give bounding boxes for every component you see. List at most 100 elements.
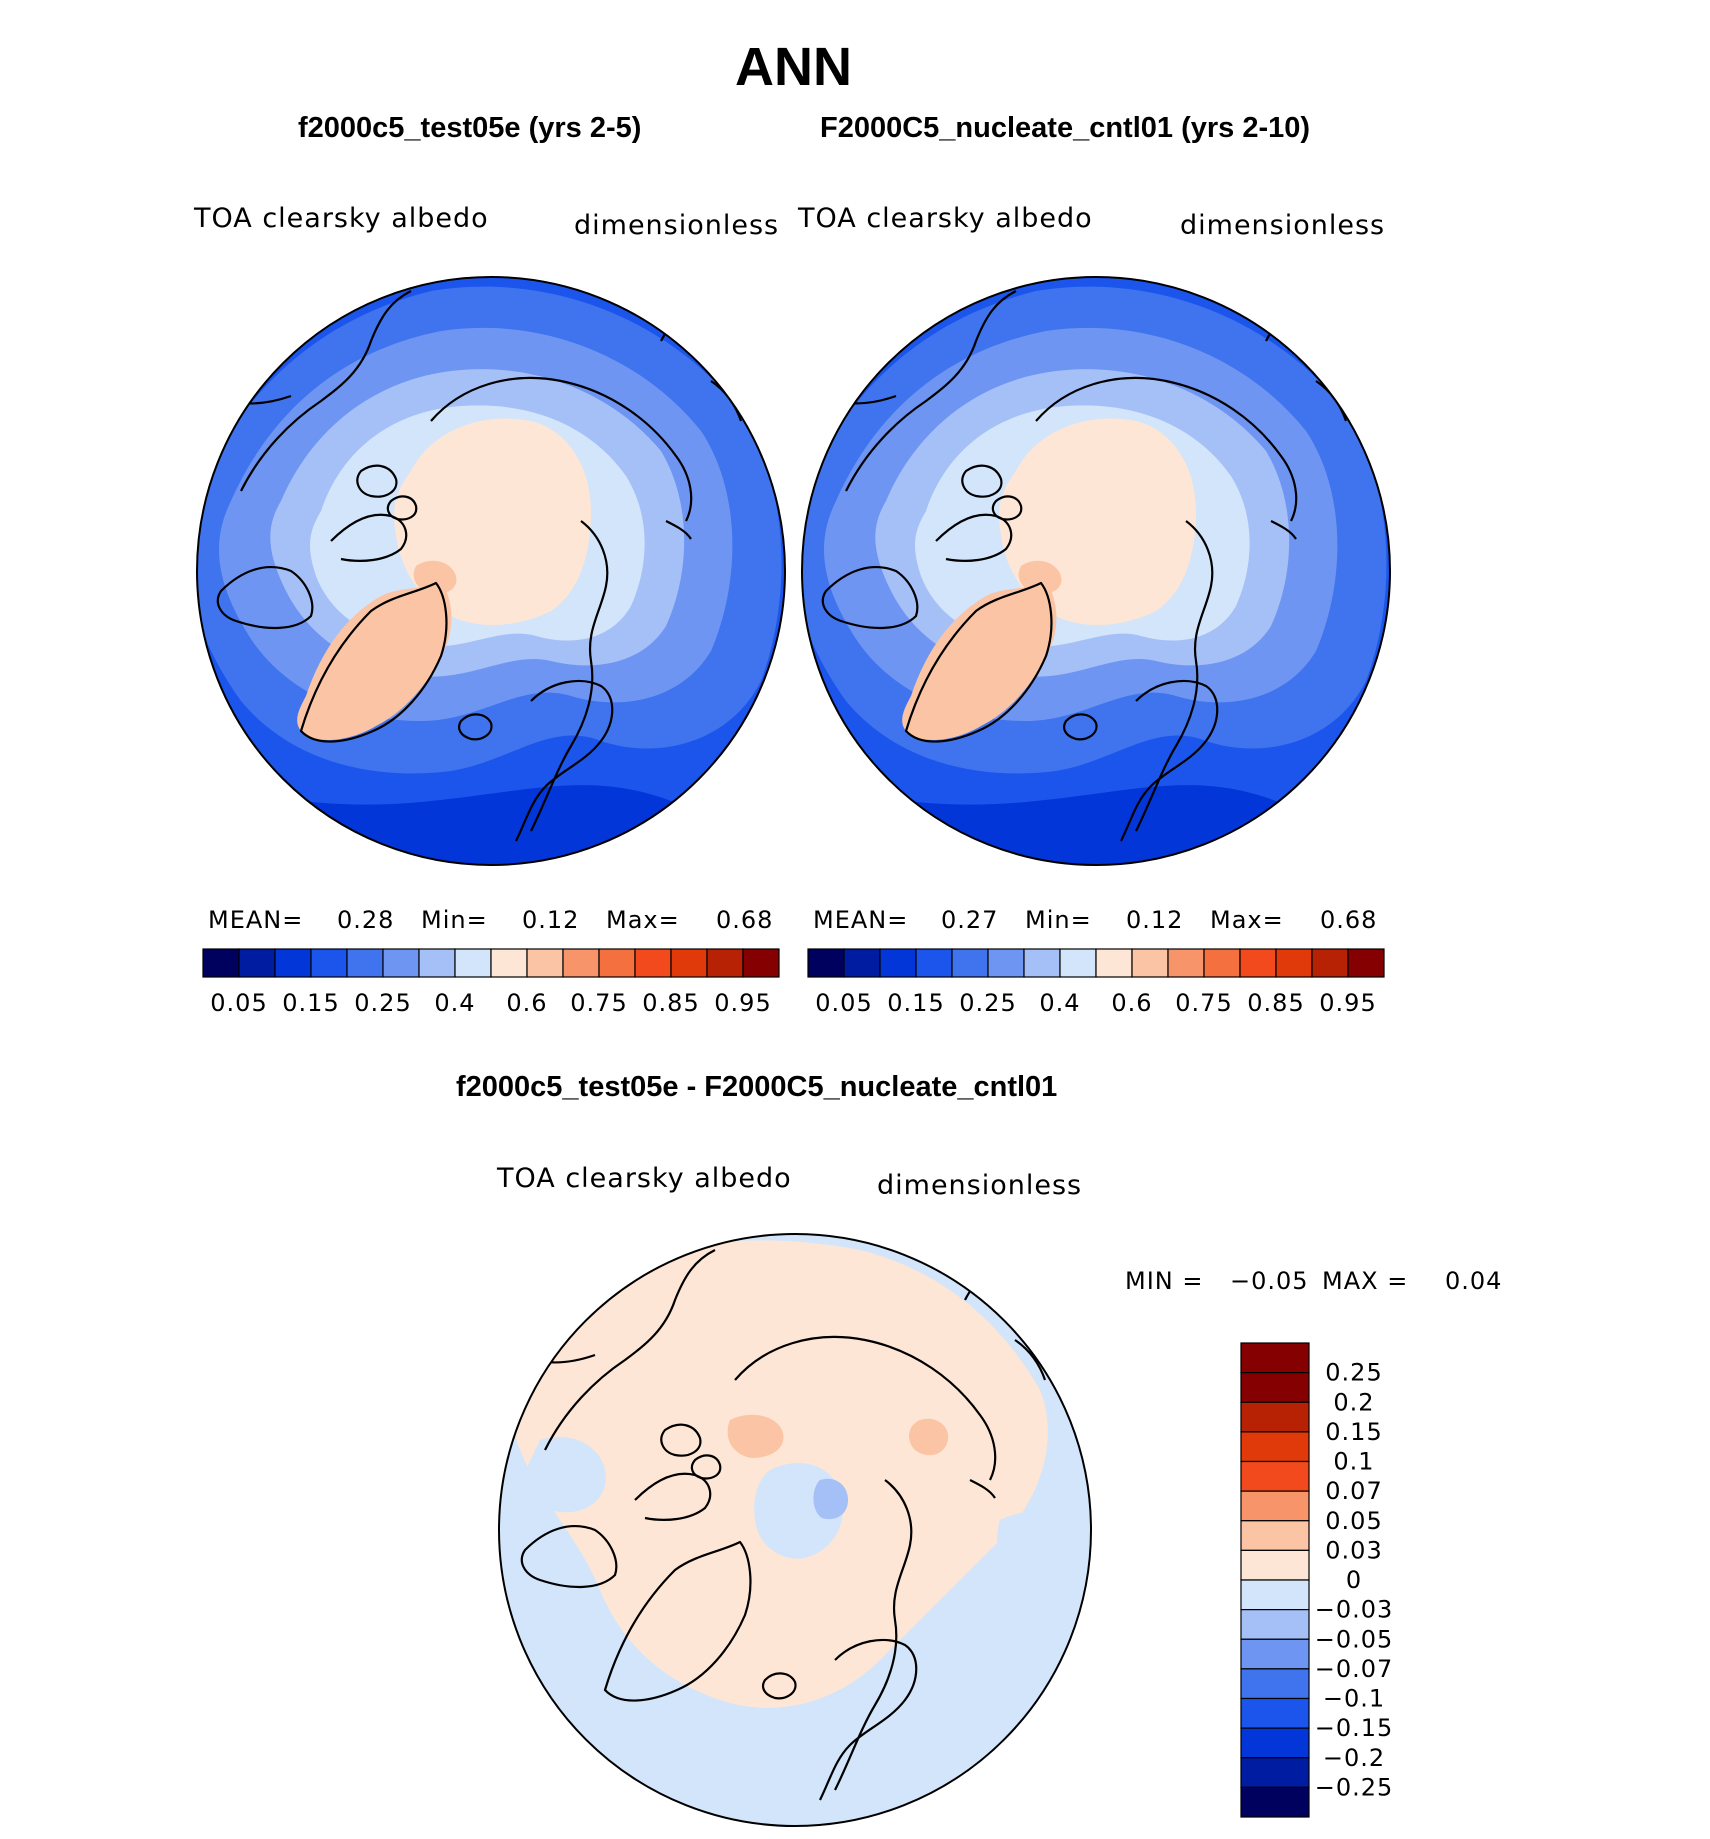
- colorbar-tick-label: −0.1: [1323, 1685, 1385, 1713]
- colorbar-swatch: [1095, 948, 1133, 978]
- colorbar-tick-label: −0.15: [1315, 1714, 1394, 1742]
- colorbar-tick-label: 0.4: [1039, 989, 1080, 1017]
- colorbar-swatch: [1240, 1757, 1310, 1788]
- left-max-value: 0.68: [716, 906, 774, 934]
- colorbar-tick-label: 0.15: [887, 989, 944, 1017]
- colorbar-swatch: [1347, 948, 1385, 978]
- colorbar-swatch: [1240, 1401, 1310, 1433]
- colorbar-swatch: [706, 948, 744, 978]
- colorbar-tick-label: −0.05: [1315, 1625, 1394, 1653]
- colorbar-swatch: [843, 948, 881, 978]
- colorbar-swatch: [1240, 1342, 1310, 1374]
- colorbar-swatch: [1023, 948, 1061, 978]
- colorbar-swatch: [346, 948, 384, 978]
- right-min-label: Min=: [1025, 906, 1092, 934]
- map-difference-border: [498, 1233, 1092, 1827]
- panel-left-case-title: f2000c5_test05e (yrs 2-5): [298, 112, 642, 144]
- colorbar-swatch: [987, 948, 1025, 978]
- colorbar-tick-label: 0.07: [1325, 1477, 1382, 1505]
- map-left-border: [196, 276, 786, 866]
- colorbar-tick-label: 0.75: [1175, 989, 1232, 1017]
- colorbar-swatch: [1240, 1490, 1310, 1522]
- panel-left-variable: TOA clearsky albedo: [194, 203, 489, 234]
- colorbar-tick-label: 0: [1346, 1566, 1362, 1594]
- colorbar-swatch: [526, 948, 564, 978]
- colorbar-tick-label: 0.05: [1325, 1507, 1382, 1535]
- colorbar-swatch: [1311, 948, 1349, 978]
- colorbar-swatch: [382, 948, 420, 978]
- colorbar-swatch: [310, 948, 348, 978]
- right-max-value: 0.68: [1320, 906, 1378, 934]
- colorbar-swatch: [951, 948, 989, 978]
- right-mean-label: MEAN=: [813, 906, 909, 934]
- colorbar-swatch: [879, 948, 917, 978]
- colorbar-tick-label: 0.15: [282, 989, 339, 1017]
- colorbar-swatch: [915, 948, 953, 978]
- colorbar-tick-label: 0.25: [354, 989, 411, 1017]
- colorbar-swatch: [634, 948, 672, 978]
- panel-right-case-title: F2000C5_nucleate_cntl01 (yrs 2-10): [820, 112, 1311, 144]
- colorbar-tick-label: −0.25: [1315, 1773, 1394, 1801]
- colorbar-swatch: [807, 948, 845, 978]
- panel-left-units: dimensionless: [574, 210, 780, 241]
- colorbar-swatch: [562, 948, 600, 978]
- colorbar-tick-label: 0.25: [1325, 1359, 1382, 1387]
- colorbar-swatch: [1240, 1549, 1310, 1581]
- difference-variable: TOA clearsky albedo: [497, 1163, 792, 1194]
- colorbar-swatch: [238, 948, 276, 978]
- map-right-border: [801, 276, 1391, 866]
- difference-units: dimensionless: [877, 1170, 1083, 1201]
- right-min-value: 0.12: [1126, 906, 1184, 934]
- colorbar-tick-label: 0.85: [1247, 989, 1304, 1017]
- colorbar-swatch: [202, 948, 240, 978]
- colorbar-swatch: [274, 948, 312, 978]
- colorbar-tick-label: 0.95: [714, 989, 771, 1017]
- colorbar-tick-label: −0.2: [1323, 1744, 1385, 1772]
- left-max-label: Max=: [606, 906, 680, 934]
- colorbar-tick-label: 0.6: [506, 989, 547, 1017]
- colorbar-swatch: [1240, 1520, 1310, 1551]
- right-max-label: Max=: [1210, 906, 1284, 934]
- colorbar-tick-label: −0.07: [1315, 1655, 1394, 1683]
- colorbar-tick-label: 0.4: [434, 989, 475, 1017]
- difference-max-value: 0.04: [1445, 1267, 1503, 1295]
- difference-title: f2000c5_test05e - F2000C5_nucleate_cntl0…: [456, 1071, 1058, 1103]
- colorbar-tick-label: 0.03: [1325, 1536, 1382, 1564]
- colorbar-swatch: [1059, 948, 1097, 978]
- panel-right-variable: TOA clearsky albedo: [798, 203, 1093, 234]
- colorbar-tick-label: 0.05: [210, 989, 267, 1017]
- difference-min-value: −0.05: [1230, 1267, 1309, 1295]
- colorbar-tick-label: −0.03: [1315, 1596, 1394, 1624]
- colorbar-swatch: [1167, 948, 1205, 978]
- colorbar-tick-label: 0.95: [1319, 989, 1376, 1017]
- colorbar-swatch: [598, 948, 636, 978]
- right-mean-value: 0.27: [941, 906, 999, 934]
- colorbar-tick-label: 0.15: [1325, 1418, 1382, 1446]
- colorbar-swatch: [1240, 1609, 1310, 1640]
- colorbar-tick-label: 0.6: [1111, 989, 1152, 1017]
- colorbar-swatch: [1240, 1668, 1310, 1700]
- left-mean-value: 0.28: [337, 906, 395, 934]
- colorbar-swatch: [418, 948, 456, 978]
- panel-right-units: dimensionless: [1180, 210, 1386, 241]
- colorbar-swatch: [670, 948, 708, 978]
- colorbar-swatch: [1240, 1727, 1310, 1759]
- colorbar-left: 0.05 0.15 0.25 0.4 0.6 0.75 0.85 0.95: [202, 948, 780, 1017]
- map-left: [197, 277, 785, 865]
- colorbar-swatch: [742, 948, 780, 978]
- difference-min-label: MIN =: [1125, 1267, 1204, 1295]
- map-right: [802, 277, 1390, 865]
- left-min-label: Min=: [421, 906, 488, 934]
- colorbar-swatch: [1240, 1460, 1310, 1492]
- colorbar-swatch: [1240, 1372, 1310, 1403]
- colorbar-tick-label: 0.75: [570, 989, 627, 1017]
- colorbar-swatch: [490, 948, 528, 978]
- colorbar-tick-label: 0.05: [815, 989, 872, 1017]
- colorbar-swatch: [1131, 948, 1169, 978]
- difference-max-label: MAX =: [1322, 1267, 1409, 1295]
- colorbar-swatch: [1240, 1697, 1310, 1729]
- colorbar-difference: 0.250.20.150.10.070.050.030−0.03−0.05−0.…: [1240, 1342, 1394, 1818]
- left-mean-label: MEAN=: [208, 906, 304, 934]
- colorbar-swatch: [1275, 948, 1313, 978]
